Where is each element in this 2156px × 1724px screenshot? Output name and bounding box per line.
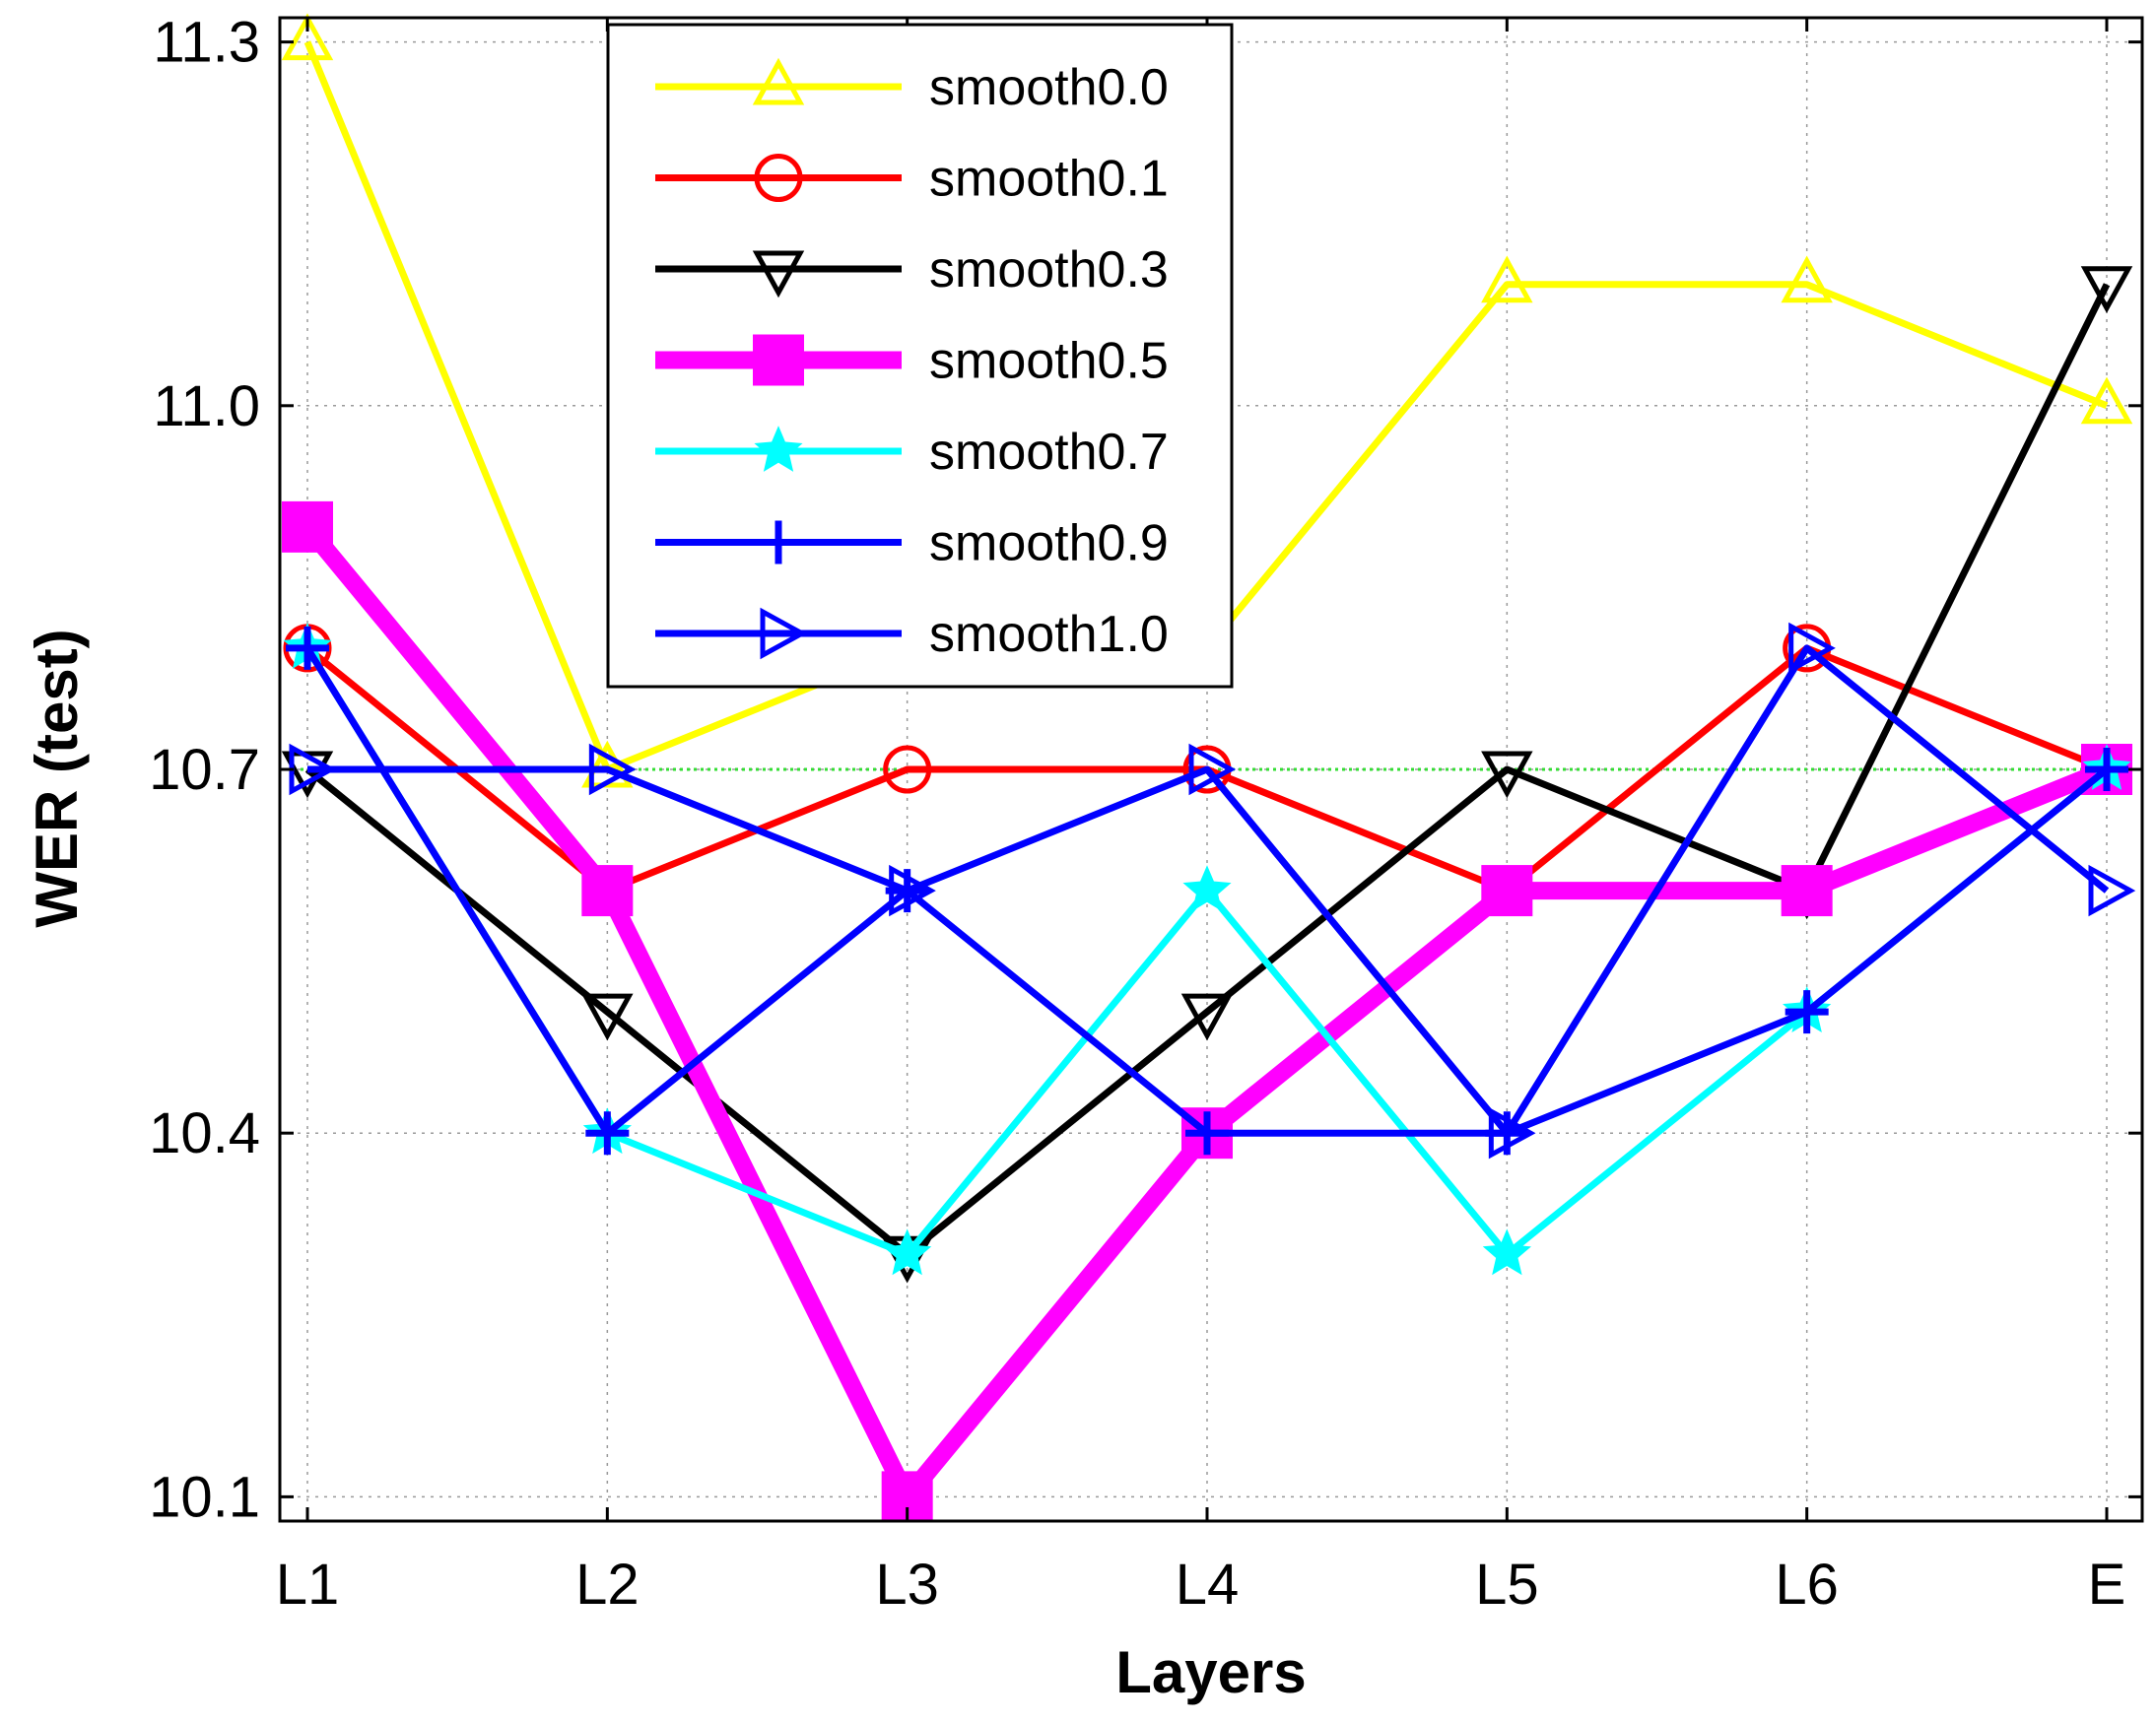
x-tick-label: L6 (1775, 1553, 1839, 1617)
legend-label: smooth0.3 (929, 241, 1169, 298)
data-point (1785, 990, 1829, 1034)
legend-entry: smooth0.1 (655, 151, 1169, 208)
legend-label: smooth0.9 (929, 515, 1169, 572)
legend: smooth0.0 smooth0.1 smooth0.3 smooth0.5 smoo… (606, 23, 1234, 689)
legend-entry: smooth0.3 (655, 241, 1169, 298)
data-point (2080, 376, 2133, 425)
data-point (1481, 255, 1533, 303)
data-point (2085, 748, 2128, 791)
data-point (1182, 865, 1232, 912)
data-point (2088, 864, 2136, 917)
series-line (307, 644, 2110, 1137)
legend-entry: smooth1.0 (655, 606, 1169, 663)
legend-marker (752, 250, 805, 298)
y-axis-title: WER (test) (24, 629, 90, 927)
data-point (1481, 751, 1533, 799)
legend-label: smooth1.0 (929, 606, 1169, 663)
x-tick-label: L3 (875, 1553, 939, 1617)
legend-marker (753, 334, 804, 386)
x-axis-title: Layers (1115, 1639, 1306, 1705)
y-tick-label: 10.4 (149, 1101, 260, 1165)
x-tick-label: L5 (1475, 1553, 1539, 1617)
data-point (286, 626, 329, 670)
legend-entry: smooth0.5 (655, 333, 1169, 390)
legend-label: smooth0.1 (929, 151, 1169, 208)
legend-label: smooth0.0 (929, 59, 1169, 116)
series-group (281, 13, 2136, 1523)
data-point (581, 865, 634, 917)
x-tick-label: E (2088, 1553, 2126, 1617)
data-point (1481, 865, 1533, 917)
data-point (588, 743, 637, 796)
legend-marker (754, 154, 803, 202)
data-point (882, 1228, 932, 1276)
legend-entry: smooth0.0 (655, 57, 1169, 116)
data-point (889, 864, 936, 917)
legend-marker (752, 57, 805, 105)
data-point (585, 1111, 630, 1156)
data-point (1180, 993, 1234, 1041)
data-point (282, 500, 333, 553)
x-axis-ticks: L1 L2 L3 L4 L5 L6 E (276, 18, 2126, 1617)
data-point (1488, 1106, 1536, 1160)
legend-entry: smooth0.9 (655, 515, 1169, 572)
legend-marker (760, 607, 808, 660)
legend-marker (757, 520, 800, 564)
data-point (2080, 266, 2133, 313)
data-point (281, 13, 334, 61)
data-point (1788, 622, 1836, 675)
data-point (1781, 865, 1833, 917)
legend-label: smooth0.5 (929, 333, 1169, 390)
data-point (1781, 255, 1833, 303)
x-tick-label: L4 (1176, 1553, 1240, 1617)
data-point (1185, 1111, 1229, 1156)
legend-label: smooth0.7 (929, 424, 1169, 481)
legend-entry: smooth0.7 (655, 424, 1169, 481)
y-tick-label: 11.0 (153, 374, 260, 438)
data-point (1188, 743, 1237, 796)
y-tick-label: 10.1 (149, 1465, 260, 1529)
data-point (883, 745, 932, 794)
x-tick-label: L2 (575, 1553, 640, 1617)
y-axis-ticks: 10.1 10.4 10.7 11.0 11.3 (149, 11, 2142, 1529)
y-tick-label: 11.3 (153, 11, 260, 75)
data-point (1482, 1228, 1532, 1276)
data-point (581, 993, 634, 1041)
y-tick-label: 10.7 (149, 738, 260, 802)
x-tick-label: L1 (276, 1553, 340, 1617)
legend-marker (754, 426, 803, 472)
